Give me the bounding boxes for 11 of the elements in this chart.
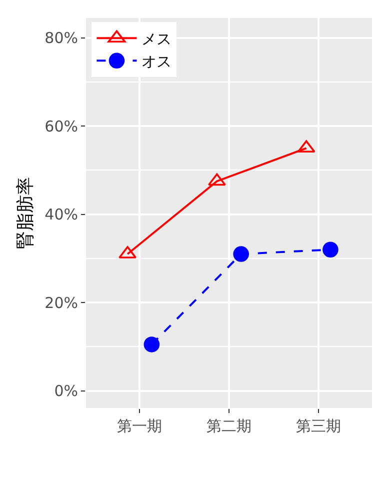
- y-tick-label: 80%: [44, 29, 78, 48]
- x-tick-label: 第二期: [206, 417, 252, 435]
- y-tick-label: 60%: [44, 117, 78, 136]
- y-tick-label: 20%: [44, 294, 78, 312]
- x-tick-label: 第一期: [117, 417, 162, 435]
- legend-label: メス: [142, 30, 172, 48]
- y-tick-label: 40%: [44, 206, 78, 224]
- y-tick-label: 0%: [54, 382, 78, 400]
- x-tick-label: 第三期: [296, 417, 341, 435]
- legend-label: オス: [142, 52, 172, 70]
- y-axis-title: 腎脂肪率: [14, 177, 36, 249]
